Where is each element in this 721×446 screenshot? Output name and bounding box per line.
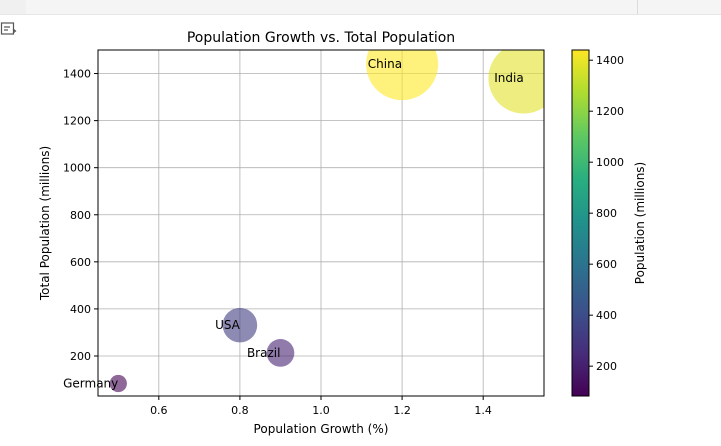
notebook-cell-header	[0, 0, 721, 15]
output-toggle-icon[interactable]	[0, 20, 18, 38]
x-tick-label: 1.0	[312, 404, 330, 417]
colorbar-tick-label: 200	[596, 360, 617, 373]
y-tick-label: 1400	[63, 68, 91, 81]
chart-title: Population Growth vs. Total Population	[187, 30, 455, 46]
x-tick-label: 1.4	[474, 404, 492, 417]
grid-lines	[98, 50, 544, 396]
y-tick-label: 600	[70, 256, 91, 269]
data-point	[222, 307, 258, 343]
data-point	[488, 50, 544, 114]
data-point	[366, 50, 439, 101]
header-divider	[637, 0, 638, 14]
colorbar-ticks: 200 400 600 800 1000 1200 1400	[589, 54, 624, 373]
x-tick-label: 0.8	[231, 404, 249, 417]
point-labels: China India USA Brazil Germany	[63, 57, 524, 390]
colorbar-tick-label: 1200	[596, 105, 624, 118]
colorbar-tick-label: 1400	[596, 54, 624, 67]
y-axis-ticks: 200 400 600 800 1000 1200 1400	[63, 68, 98, 363]
data-point	[266, 339, 295, 367]
colorbar-tick-label: 1000	[596, 156, 624, 169]
point-label: China	[368, 57, 402, 71]
x-axis-label: Population Growth (%)	[254, 422, 389, 436]
colorbar-tick-label: 800	[596, 207, 617, 220]
colorbar	[571, 49, 590, 397]
point-label: India	[494, 71, 523, 85]
y-tick-label: 400	[70, 303, 91, 316]
x-tick-label: 1.2	[393, 404, 411, 417]
x-tick-label: 0.6	[150, 404, 168, 417]
y-tick-label: 800	[70, 209, 91, 222]
colorbar-tick-label: 400	[596, 309, 617, 322]
data-point	[109, 374, 127, 393]
cell-gutter	[0, 0, 26, 14]
colorbar-tick-label: 600	[596, 258, 617, 271]
y-tick-label: 1200	[63, 115, 91, 128]
colorbar-label: Population (millions)	[633, 162, 647, 284]
y-tick-label: 200	[70, 350, 91, 363]
y-axis-label: Total Population (millions)	[38, 146, 52, 301]
y-tick-label: 1000	[63, 162, 91, 175]
point-label: Germany	[63, 377, 118, 391]
data-points	[109, 50, 544, 393]
x-axis-ticks: 0.6 0.8 1.0 1.2 1.4	[150, 396, 492, 417]
point-label: Brazil	[247, 346, 281, 360]
point-label: USA	[215, 318, 241, 332]
